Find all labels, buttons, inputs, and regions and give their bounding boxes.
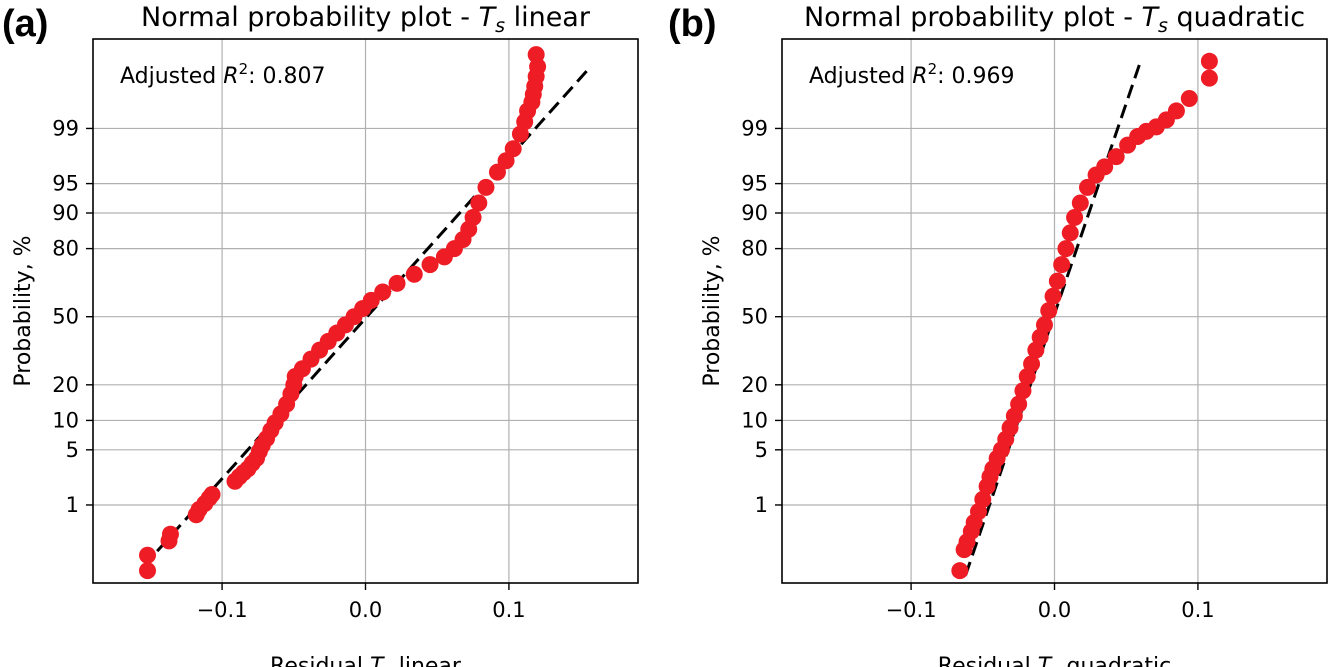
chart-title: Normal probability plot - Ts linear bbox=[141, 2, 591, 37]
y-tick-label: 50 bbox=[52, 305, 79, 329]
panel-a: (a) Normal probability plot - Ts linear −0… bbox=[2, 2, 639, 667]
data-point bbox=[1078, 178, 1096, 196]
data-point bbox=[1057, 240, 1075, 258]
data-point bbox=[203, 486, 221, 504]
y-tick-label: 5 bbox=[66, 438, 79, 462]
data-point bbox=[470, 194, 488, 212]
y-tick-label: 80 bbox=[52, 237, 79, 261]
data-point bbox=[139, 546, 156, 564]
adjusted-r2-annotation: Adjusted R2: 0.807 bbox=[120, 60, 326, 89]
data-point bbox=[1014, 382, 1032, 400]
x-tick-label: −0.1 bbox=[197, 598, 248, 622]
y-tick-label: 80 bbox=[741, 237, 768, 261]
x-tick-label: 0.0 bbox=[349, 598, 382, 622]
y-tick-label: 99 bbox=[52, 116, 79, 140]
plot-frame bbox=[92, 38, 639, 584]
data-point bbox=[1010, 395, 1028, 413]
y-tick-label: 95 bbox=[52, 172, 79, 196]
x-tick-label: 0.0 bbox=[1038, 598, 1071, 622]
data-point bbox=[1167, 102, 1185, 120]
y-tick-label: 20 bbox=[52, 373, 79, 397]
data-point bbox=[1027, 341, 1045, 359]
data-point bbox=[504, 140, 522, 158]
y-tick-label: 1 bbox=[66, 493, 79, 517]
data-point bbox=[161, 525, 179, 543]
data-point bbox=[1040, 302, 1058, 320]
x-tick-label: −0.1 bbox=[886, 598, 937, 622]
data-point bbox=[1066, 208, 1084, 226]
data-point bbox=[388, 274, 406, 292]
data-point bbox=[1053, 256, 1071, 274]
plot-frame bbox=[781, 38, 1328, 584]
y-tick-label: 95 bbox=[741, 172, 768, 196]
data-point bbox=[1200, 52, 1218, 70]
x-tick-label: 0.1 bbox=[1181, 598, 1214, 622]
panel-b: (b) Normal probability plot - Ts quadrati… bbox=[668, 2, 1328, 667]
data-point bbox=[1023, 355, 1041, 373]
y-axis-label: Probability, % bbox=[11, 235, 36, 386]
data-point bbox=[1096, 158, 1114, 176]
data-point bbox=[1061, 224, 1079, 242]
x-axis-label: Residual Ts quadratic bbox=[938, 654, 1171, 667]
y-tick-label: 99 bbox=[741, 116, 768, 140]
data-point bbox=[464, 208, 482, 226]
data-point bbox=[974, 490, 992, 508]
data-point bbox=[139, 562, 156, 580]
data-point bbox=[1044, 287, 1062, 305]
data-point bbox=[421, 256, 439, 274]
y-tick-label: 90 bbox=[741, 201, 768, 225]
data-point bbox=[1048, 272, 1066, 290]
x-tick-label: 0.1 bbox=[492, 598, 525, 622]
y-tick-label: 1 bbox=[755, 493, 768, 517]
data-point bbox=[951, 562, 969, 580]
data-point bbox=[1200, 69, 1218, 87]
data-point bbox=[477, 178, 495, 196]
data-point bbox=[527, 46, 545, 64]
y-tick-label: 10 bbox=[741, 408, 768, 432]
chart-title: Normal probability plot - Ts quadratic bbox=[804, 2, 1305, 37]
y-tick-label: 5 bbox=[755, 438, 768, 462]
y-tick-label: 90 bbox=[52, 201, 79, 225]
data-point bbox=[374, 283, 392, 301]
adjusted-r2-annotation: Adjusted R2: 0.969 bbox=[809, 60, 1015, 89]
y-tick-label: 50 bbox=[741, 305, 768, 329]
fit-line bbox=[964, 60, 1142, 576]
y-axis-label: Probability, % bbox=[700, 235, 725, 386]
y-tick-label: 20 bbox=[741, 373, 768, 397]
data-point bbox=[1107, 148, 1125, 166]
panel-label: (b) bbox=[668, 3, 717, 45]
panel-label: (a) bbox=[2, 3, 48, 45]
data-point bbox=[1180, 89, 1198, 107]
data-point bbox=[405, 265, 423, 283]
data-point bbox=[1071, 194, 1089, 212]
y-tick-label: 10 bbox=[52, 408, 79, 432]
x-axis-label: Residual Ts linear bbox=[270, 654, 462, 667]
data-point bbox=[1035, 316, 1053, 334]
